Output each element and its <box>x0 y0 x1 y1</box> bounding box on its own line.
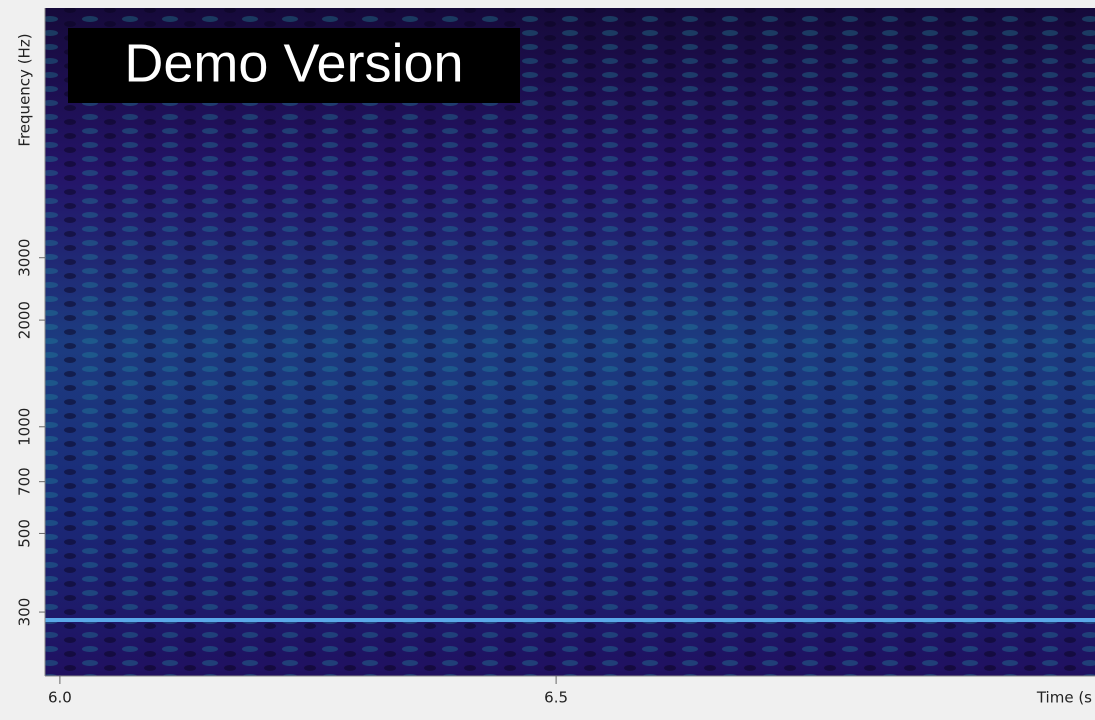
annotation: Demo Version <box>124 33 463 93</box>
y-tick-label: 300 <box>16 598 34 627</box>
y-tick-label: 2000 <box>16 301 34 339</box>
y-tick-label: 1000 <box>16 408 34 446</box>
x-tick-label: 6.5 <box>544 689 568 707</box>
y-tick-label: 3000 <box>16 239 34 277</box>
x-axis-panel <box>45 676 1095 720</box>
x-tick-label: 6.0 <box>48 689 72 707</box>
x-axis-label: Time (s <box>1036 689 1092 707</box>
y-tick-label: 700 <box>16 467 34 496</box>
y-axis-label: Frequency (Hz) <box>16 33 34 146</box>
y-axis-panel <box>0 0 45 720</box>
annotation-box <box>68 28 520 103</box>
y-tick-label: 500 <box>16 519 34 548</box>
bands <box>45 188 1095 635</box>
